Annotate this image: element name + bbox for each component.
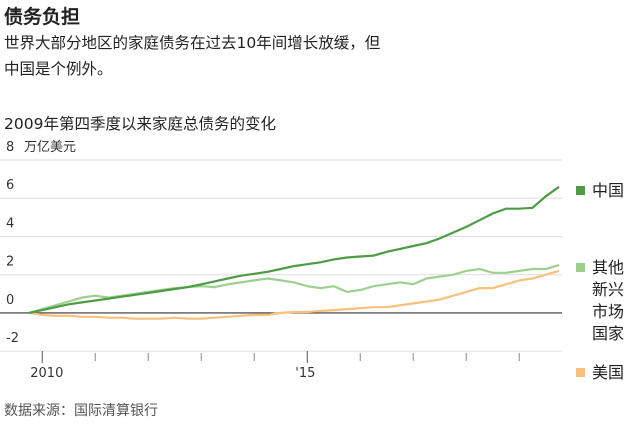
legend-swatch [576,368,585,377]
legend-swatch [576,186,585,195]
y-tick-label: 8 [6,140,14,155]
legend-swatch [576,263,585,272]
legend-label: 美国 [592,363,625,382]
y-tick-label: 0 [6,293,14,308]
y-unit: 万亿美元 [24,140,76,155]
chart-title: 2009年第四季度以来家庭总债务的变化 [4,115,276,133]
title: 债务负担 [4,6,81,28]
y-tick-label: 6 [6,178,14,193]
x-tick-label: 2010 [30,366,63,381]
y-tick-label: 4 [6,216,14,231]
x-tick-label: '15 [295,366,315,381]
source: 数据来源：国际清算银行 [4,403,158,419]
legend-label: 其他新兴市场国家 [592,258,625,343]
series-line [28,185,560,314]
series-line [28,269,560,320]
y-tick-label: 2 [6,255,14,270]
y-tick-label: -2 [6,331,19,346]
subtitle: 世界大部分地区的家庭债务在过去10年间增长放缓，但中国是个例外。 [4,34,381,78]
legend-label: 中国 [592,181,625,200]
